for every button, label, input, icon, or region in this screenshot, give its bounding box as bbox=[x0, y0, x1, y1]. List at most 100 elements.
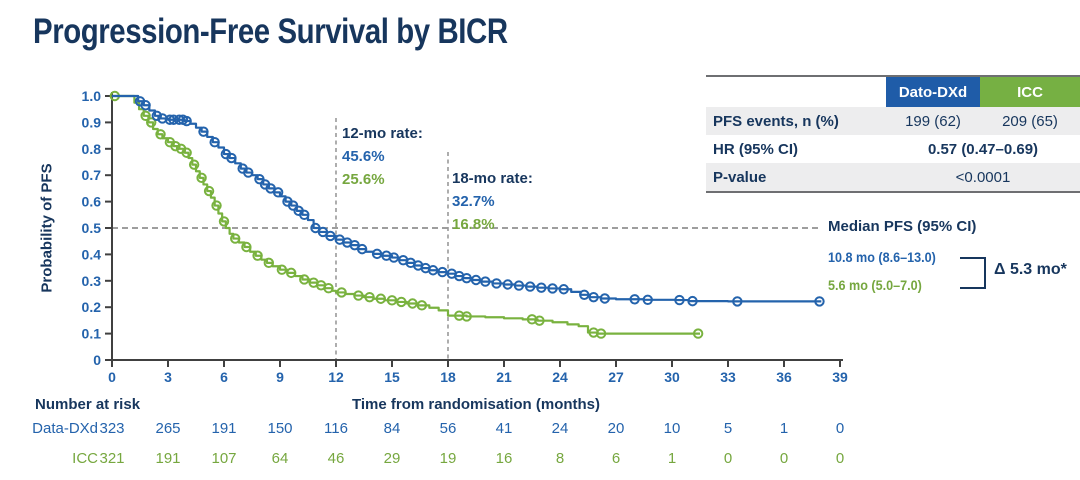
censor-mark-icc bbox=[188, 159, 200, 170]
x-tick-label: 12 bbox=[328, 369, 344, 385]
x-tick-label: 36 bbox=[776, 369, 792, 385]
summary-header-row: Dato-DXd ICC bbox=[706, 76, 1080, 107]
x-tick-label: 15 bbox=[384, 369, 400, 385]
y-tick-label: 1.0 bbox=[82, 88, 102, 104]
censor-mark-icc bbox=[218, 216, 230, 227]
median-pfs-dato-value: 10.8 mo (8.6–13.0) bbox=[828, 249, 936, 265]
risk-value: 56 bbox=[439, 420, 457, 437]
censor-mark-dato-dxd bbox=[480, 276, 491, 287]
risk-value: 84 bbox=[383, 420, 401, 437]
rate-18mo-icc-value: 16.8% bbox=[452, 216, 495, 233]
censor-mark-icc bbox=[323, 282, 334, 294]
x-tick-label: 3 bbox=[164, 369, 172, 385]
censor-mark-icc bbox=[276, 264, 288, 275]
pfs-events-icc-value: 209 (65) bbox=[1002, 112, 1058, 130]
x-tick-label: 33 bbox=[720, 369, 736, 385]
risk-value: 1 bbox=[779, 420, 789, 437]
x-tick-label: 21 bbox=[496, 369, 512, 385]
risk-value: 20 bbox=[607, 420, 625, 437]
censor-mark-icc bbox=[407, 298, 418, 309]
censor-mark-dato-dxd bbox=[198, 126, 209, 137]
x-tick-label: 24 bbox=[552, 369, 568, 385]
censor-mark-dato-dxd bbox=[558, 284, 569, 295]
censor-mark-icc bbox=[375, 293, 386, 304]
censor-mark-dato-dxd bbox=[502, 279, 513, 290]
risk-value: 64 bbox=[271, 450, 289, 467]
censor-mark-dato-dxd bbox=[642, 294, 653, 306]
censor-mark-dato-dxd bbox=[687, 295, 698, 307]
pvalue-value: <0.0001 bbox=[955, 168, 1011, 186]
censor-mark-dato-dxd bbox=[547, 283, 558, 294]
rate-annotation-12mo: 12-mo rate: 45.6% 25.6% bbox=[342, 122, 423, 191]
censor-mark-icc bbox=[353, 290, 364, 301]
censor-mark-icc bbox=[170, 140, 181, 152]
summary-row-hr: HR (95% CI) 0.57 (0.47–0.69) bbox=[706, 135, 1080, 163]
censor-mark-icc bbox=[286, 267, 297, 279]
censor-mark-icc bbox=[196, 172, 207, 184]
censor-mark-icc bbox=[595, 328, 607, 339]
risk-value: 0 bbox=[723, 450, 733, 467]
risk-value: 323 bbox=[99, 420, 125, 437]
censor-mark-icc bbox=[252, 250, 263, 261]
x-tick-label: 18 bbox=[440, 369, 456, 385]
censor-mark-dato-dxd bbox=[524, 281, 536, 292]
median-pfs-title: Median PFS (95% CI) bbox=[828, 218, 977, 235]
risk-row-label-icc: ICC bbox=[72, 450, 98, 467]
censor-mark-icc bbox=[203, 185, 215, 197]
risk-value: 10 bbox=[663, 420, 681, 437]
censor-mark-dato-dxd bbox=[491, 278, 502, 289]
censor-mark-icc bbox=[211, 200, 222, 211]
rate-18mo-dato-value: 32.7% bbox=[452, 193, 495, 210]
censor-mark-dato-dxd bbox=[356, 243, 368, 255]
censor-mark-dato-dxd bbox=[588, 291, 599, 303]
censor-mark-dato-dxd bbox=[243, 167, 254, 178]
censor-mark-dato-dxd bbox=[140, 100, 151, 111]
censor-mark-dato-dxd bbox=[427, 265, 439, 276]
x-tick-label: 27 bbox=[608, 369, 624, 385]
censor-mark-icc bbox=[692, 328, 704, 339]
risk-value: 265 bbox=[155, 420, 181, 437]
pvalue-label: P-value bbox=[713, 168, 767, 186]
y-tick-label: 0.9 bbox=[82, 114, 102, 130]
risk-value: 191 bbox=[155, 450, 181, 467]
hr-label: HR (95% CI) bbox=[713, 140, 799, 158]
y-tick-label: 0.2 bbox=[82, 299, 102, 315]
censor-mark-icc bbox=[230, 233, 241, 244]
rate-18mo-label: 18-mo rate: bbox=[452, 170, 533, 187]
censor-mark-dato-dxd bbox=[814, 296, 825, 307]
pfs-events-dato-value: 199 (62) bbox=[905, 112, 961, 130]
censor-mark-dato-dxd bbox=[371, 248, 383, 260]
number-at-risk-title: Number at risk bbox=[35, 396, 141, 413]
censor-mark-icc bbox=[396, 296, 407, 308]
risk-value: 116 bbox=[324, 420, 348, 437]
censor-mark-icc bbox=[181, 147, 192, 158]
risk-value: 16 bbox=[495, 450, 513, 467]
risk-value: 191 bbox=[211, 420, 237, 437]
median-pfs-icc-value: 5.6 mo (5.0–7.0) bbox=[828, 277, 922, 293]
risk-value: 19 bbox=[439, 450, 457, 467]
summary-row-pfs-events: PFS events, n (%) 199 (62) 209 (65) bbox=[706, 107, 1080, 135]
censor-mark-dato-dxd bbox=[461, 272, 472, 284]
risk-value: 6 bbox=[611, 450, 621, 467]
censor-mark-dato-dxd bbox=[226, 152, 237, 164]
censor-mark-dato-dxd bbox=[513, 280, 525, 291]
censor-mark-icc bbox=[364, 291, 375, 303]
censor-mark-dato-dxd bbox=[579, 289, 590, 300]
x-tick-label: 9 bbox=[276, 369, 284, 385]
censor-mark-dato-dxd bbox=[388, 252, 400, 263]
censor-mark-icc bbox=[155, 129, 166, 140]
median-delta-label: Δ 5.3 mo* bbox=[994, 261, 1067, 278]
y-tick-label: 0.7 bbox=[82, 167, 102, 183]
rate-annotation-18mo: 18-mo rate: 32.7% 16.8% bbox=[452, 167, 533, 236]
summary-table: Dato-DXd ICC PFS events, n (%) 199 (62) … bbox=[706, 75, 1080, 193]
pfs-events-label: PFS events, n (%) bbox=[713, 112, 839, 130]
risk-value: 107 bbox=[211, 450, 237, 467]
censor-mark-dato-dxd bbox=[470, 274, 482, 286]
censor-mark-dato-dxd bbox=[325, 230, 336, 242]
censor-mark-icc bbox=[386, 295, 398, 306]
y-tick-label: 0.6 bbox=[82, 194, 102, 210]
censor-mark-icc bbox=[336, 287, 347, 298]
summary-header-dato: Dato-DXd bbox=[886, 76, 980, 107]
y-tick-label: 0.5 bbox=[82, 220, 102, 236]
